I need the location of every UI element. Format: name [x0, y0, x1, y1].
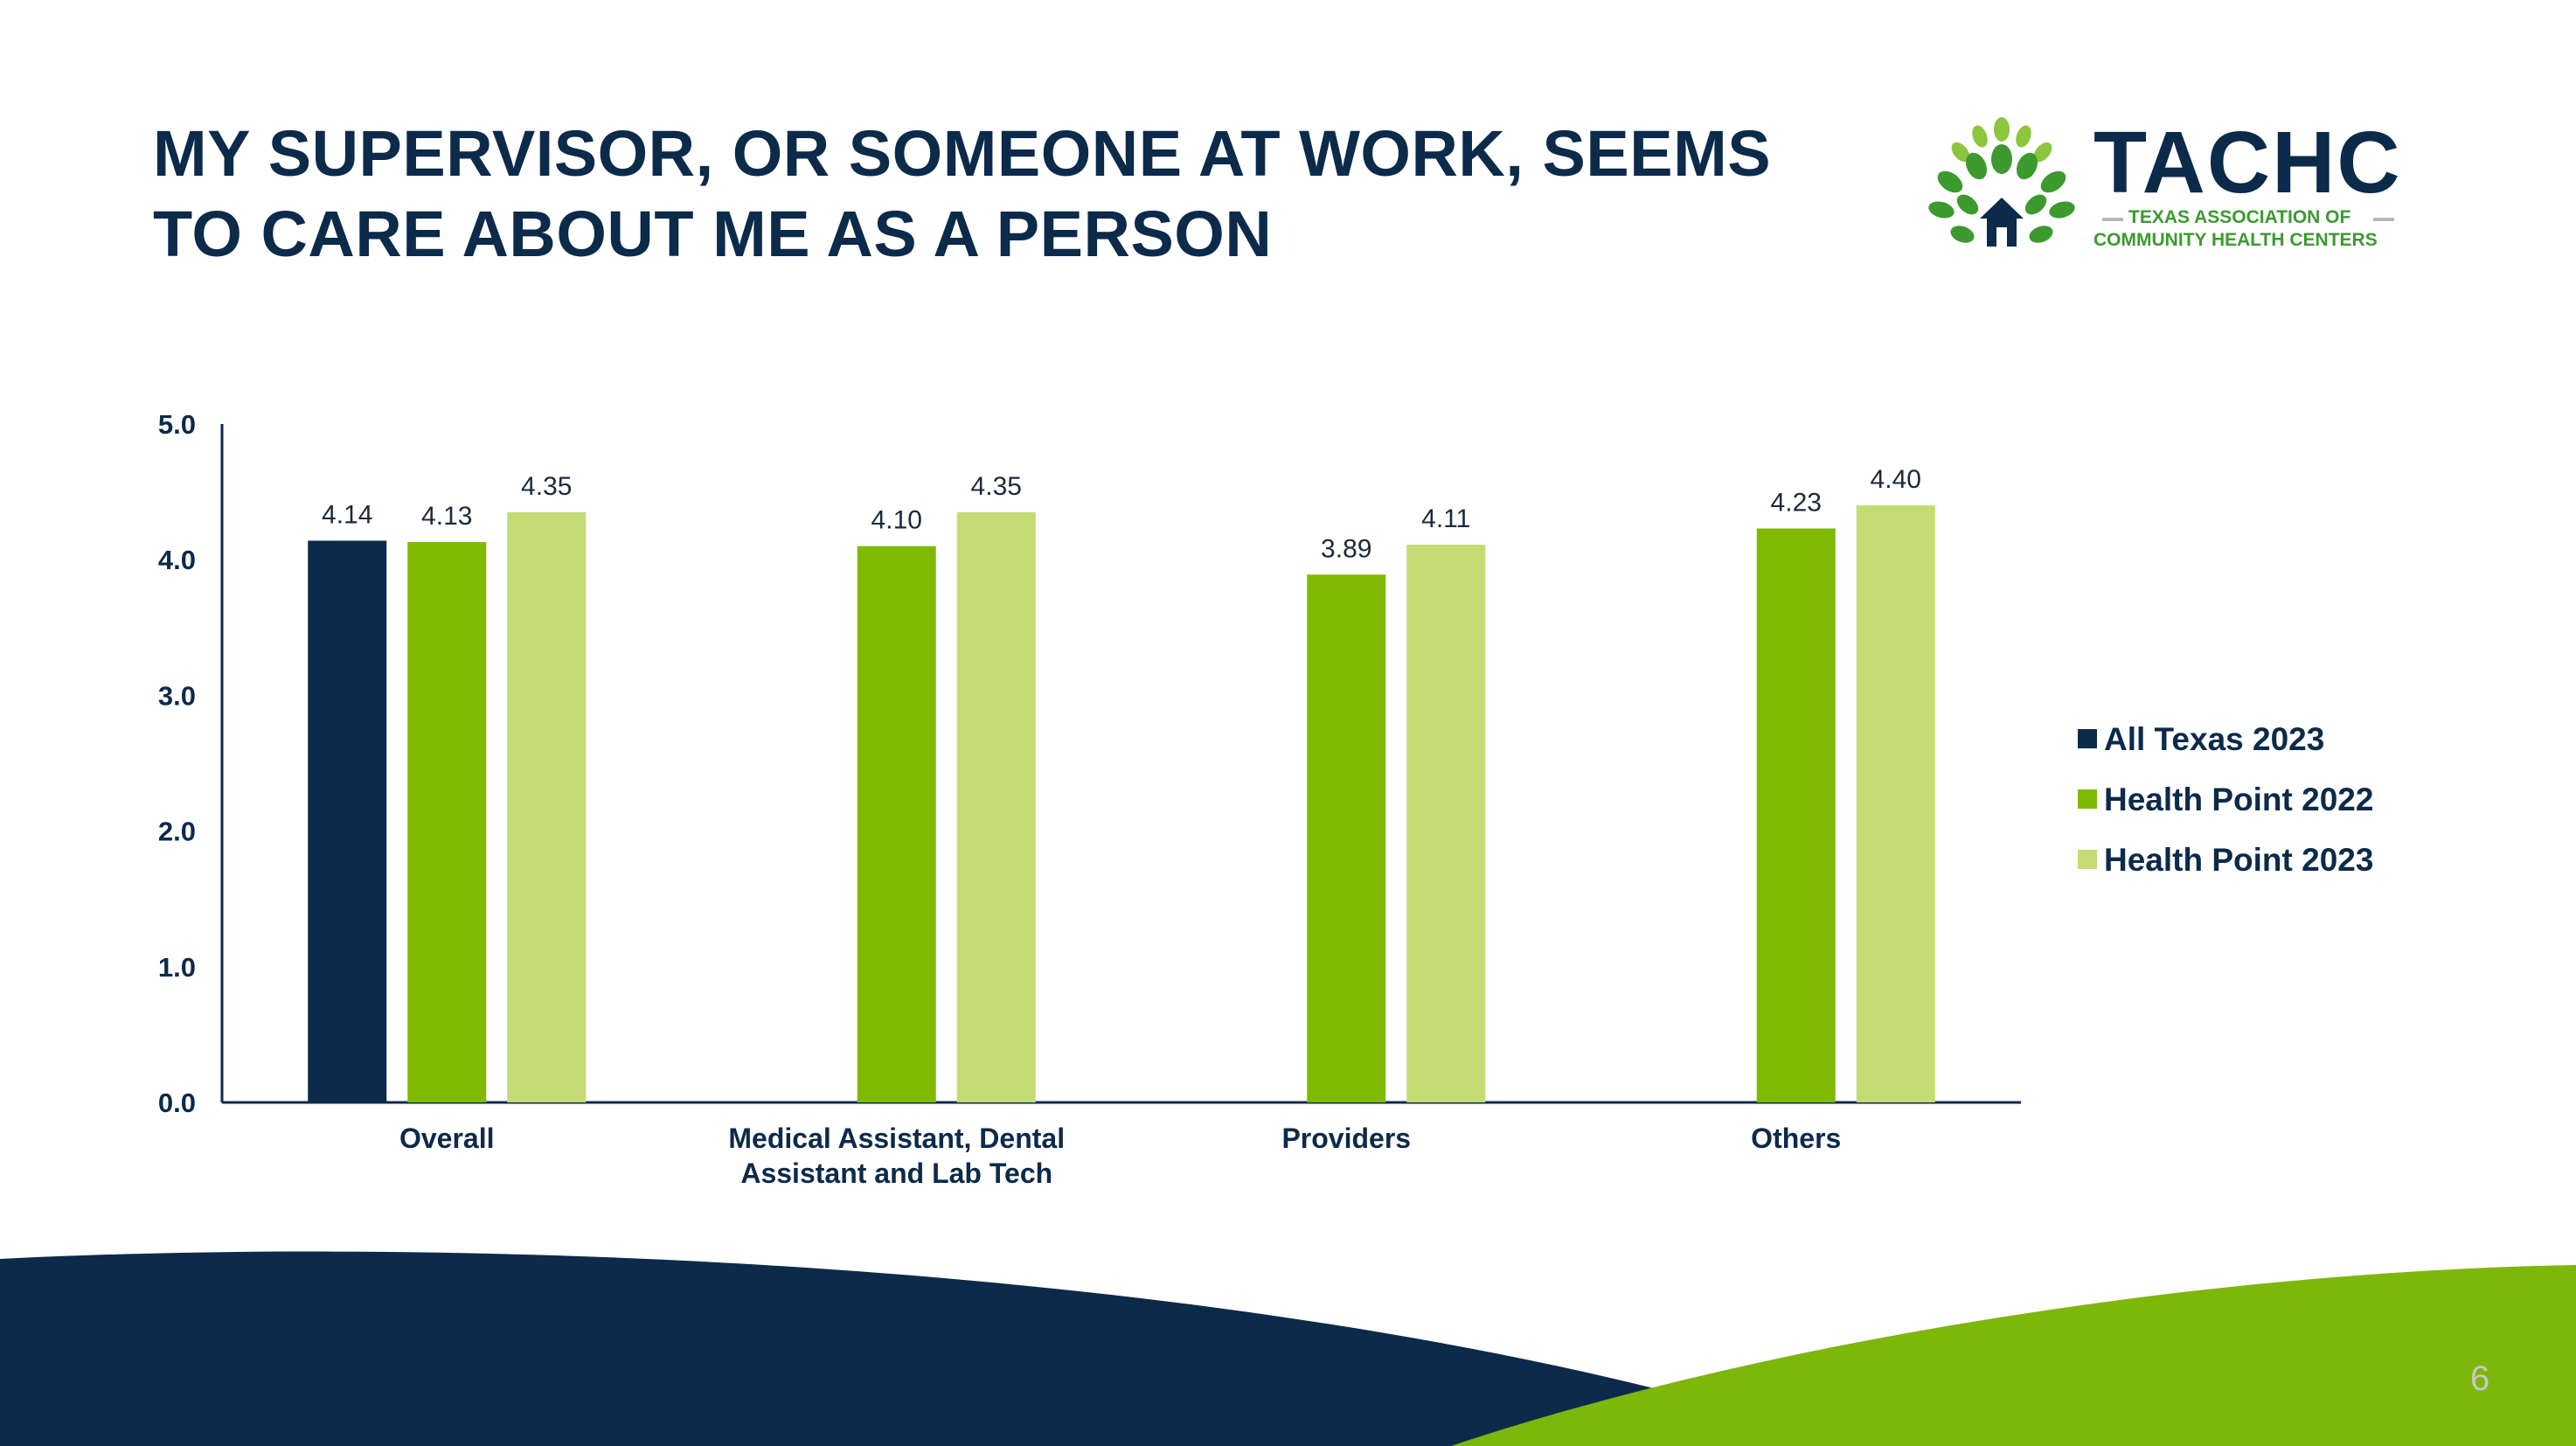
tree-house-icon [1928, 117, 2075, 247]
bar [308, 540, 387, 1102]
x-tick-label: Others [1751, 1123, 1841, 1154]
bar [1856, 505, 1935, 1102]
bar [1756, 528, 1836, 1102]
data-label: 4.35 [971, 472, 1022, 501]
legend-swatch [2078, 789, 2097, 809]
legend-swatch [2078, 850, 2097, 869]
logo-rule-right [2373, 218, 2394, 221]
x-tick-label: Overall [399, 1123, 495, 1154]
data-label: 4.23 [1771, 489, 1822, 518]
data-label: 4.35 [521, 472, 572, 501]
title-line-1: MY SUPERVISOR, OR SOMEONE AT WORK, SEEMS [153, 117, 1772, 190]
data-label: 4.10 [871, 506, 922, 535]
data-label: 4.40 [1871, 465, 1921, 494]
y-tick-label: 4.0 [158, 545, 196, 575]
y-axis: 0.0 1.0 2.0 3.0 4.0 5.0 [158, 409, 224, 1118]
y-tick-label: 0.0 [158, 1088, 196, 1118]
bar [507, 511, 587, 1102]
y-tick-label: 2.0 [158, 817, 196, 847]
data-label: 4.11 [1421, 504, 1470, 533]
x-axis: Overall Medical Assistant, DentalAssistan… [222, 1101, 2021, 1189]
navy-wave [0, 1251, 1713, 1446]
legend-label: Health Point 2023 [2104, 842, 2373, 878]
y-tick-label: 3.0 [158, 680, 196, 711]
y-tick-label: 1.0 [158, 952, 196, 983]
green-wave [1451, 1265, 2576, 1446]
x-tick-label: Medical Assistant, Dental [728, 1123, 1065, 1154]
legend-swatch [2078, 729, 2097, 748]
logo-wordmark: TACHC [2093, 114, 2402, 212]
x-tick-label: Providers [1281, 1123, 1411, 1154]
legend-label: All Texas 2023 [2104, 721, 2324, 757]
bar [407, 542, 487, 1102]
data-label: 4.13 [421, 502, 472, 531]
legend-label: Health Point 2022 [2104, 782, 2373, 817]
data-label: 3.89 [1321, 534, 1371, 563]
logo-rule-left [2102, 218, 2123, 221]
title-line-2: TO CARE ABOUT ME AS A PERSON [153, 198, 1273, 270]
data-labels: 4.14 4.13 4.35 4.10 4.35 3.89 4.11 4.23 4.40 [322, 465, 1921, 563]
bar [1307, 574, 1386, 1102]
slide-title: MY SUPERVISOR, OR SOMEONE AT WORK, SEEMS… [153, 114, 1901, 275]
bar [1406, 545, 1486, 1102]
legend: All Texas 2023 Health Point 2022 Health Po… [2078, 721, 2373, 878]
logo-tagline-line1: TEXAS ASSOCIATION OF [2128, 207, 2351, 227]
x-tick-label: Assistant and Lab Tech [740, 1157, 1052, 1189]
bar [956, 511, 1036, 1102]
data-label: 4.14 [322, 500, 372, 529]
bars [308, 505, 1935, 1102]
tachc-logo: TACHC TEXAS ASSOCIATION OF COMMUNITY HEA… [1919, 114, 2408, 262]
logo-tagline-line2: COMMUNITY HEALTH CENTERS [2093, 230, 2378, 250]
bar [857, 546, 936, 1102]
y-tick-label: 5.0 [158, 409, 196, 440]
page-number: 6 [2470, 1359, 2490, 1398]
